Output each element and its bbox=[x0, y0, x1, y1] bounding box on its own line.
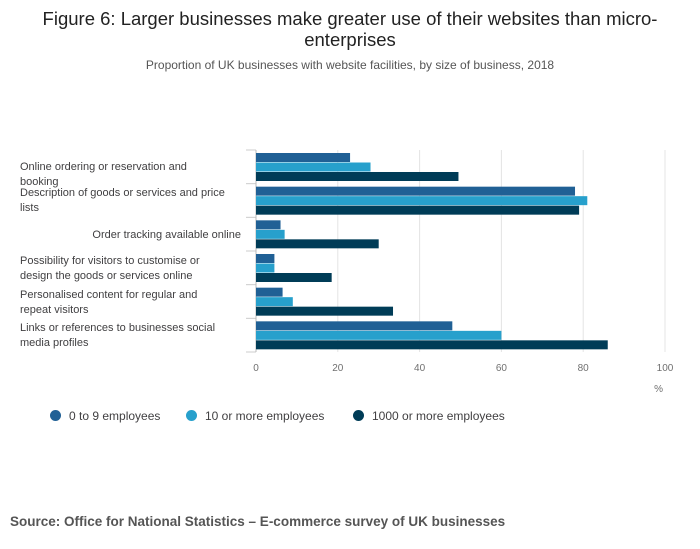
bar bbox=[256, 186, 576, 196]
category-label: Order tracking available online bbox=[92, 229, 241, 241]
legend-item[interactable]: 0 to 9 employees bbox=[50, 409, 160, 423]
bar bbox=[256, 287, 283, 297]
x-tick-label: 100 bbox=[657, 363, 674, 374]
x-tick-label: 0 bbox=[253, 363, 259, 374]
bar bbox=[256, 196, 588, 206]
bar bbox=[256, 153, 351, 162]
source-note: Source: Office for National Statistics –… bbox=[10, 514, 506, 529]
bar bbox=[256, 297, 293, 307]
category-label: Description of goods or services and pri… bbox=[20, 187, 225, 214]
legend-swatch bbox=[353, 410, 364, 421]
bar bbox=[256, 239, 379, 249]
bar bbox=[256, 321, 453, 331]
bar bbox=[256, 205, 580, 215]
bar bbox=[256, 273, 332, 282]
bar bbox=[256, 229, 285, 239]
x-axis-label: % bbox=[654, 384, 663, 395]
bar bbox=[256, 306, 394, 316]
bar bbox=[256, 254, 275, 263]
chart-subtitle: Proportion of UK businesses with website… bbox=[145, 58, 555, 72]
bar bbox=[256, 330, 502, 340]
bar bbox=[256, 172, 459, 181]
legend-label: 1000 or more employees bbox=[372, 409, 505, 423]
category-label: Personalised content for regular and rep… bbox=[20, 289, 198, 316]
category-label: Links or references to businesses social… bbox=[20, 322, 216, 349]
category-label: Online ordering or reservation and booki… bbox=[20, 161, 187, 188]
legend-item[interactable]: 10 or more employees bbox=[186, 409, 324, 423]
x-tick-label: 20 bbox=[332, 363, 344, 374]
bar bbox=[256, 263, 275, 273]
bar bbox=[256, 162, 371, 172]
x-tick-label: 60 bbox=[496, 363, 508, 374]
chart-title: Figure 6: Larger businesses make greater… bbox=[42, 8, 658, 50]
bar bbox=[256, 220, 281, 230]
bar bbox=[256, 340, 608, 350]
legend-label: 0 to 9 employees bbox=[69, 409, 161, 423]
x-tick-label: 80 bbox=[578, 363, 590, 374]
x-tick-label: 40 bbox=[414, 363, 426, 374]
legend-item[interactable]: 1000 or more employees bbox=[353, 409, 505, 423]
legend-label: 10 or more employees bbox=[205, 409, 325, 423]
legend-swatch bbox=[50, 410, 61, 421]
category-label: Possibility for visitors to customise or… bbox=[20, 255, 200, 282]
legend-swatch bbox=[186, 410, 197, 421]
